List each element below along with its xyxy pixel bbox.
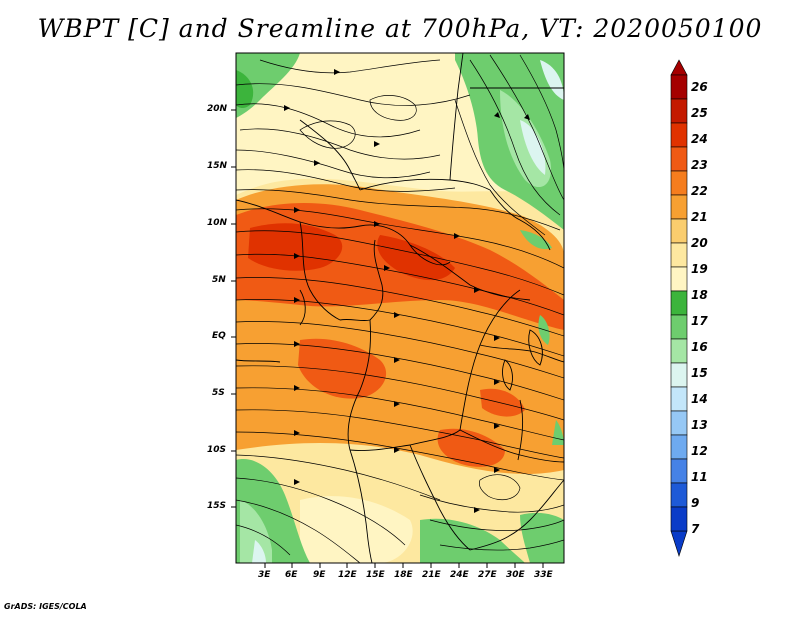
colorbar-bin [670, 338, 688, 364]
country-borders [236, 53, 564, 563]
colorbar-label: 15 [691, 366, 708, 380]
colorbar-bin [670, 410, 688, 436]
grads-credit: GrADS: IGES/COLA [4, 602, 87, 611]
colorbar-label: 12 [691, 444, 708, 458]
lon-label: 30E [506, 570, 525, 580]
colorbar-label: 18 [691, 288, 708, 302]
colorbar-label: 24 [691, 132, 708, 146]
lat-label: 15S [207, 501, 227, 511]
lon-label: 6E [285, 570, 298, 580]
colorbar-label: 9 [691, 496, 700, 510]
colorbar-label: 22 [691, 184, 708, 198]
axis-ticks [231, 109, 544, 568]
lon-label: 33E [534, 570, 553, 580]
colorbar-bin [670, 482, 688, 508]
lon-label: 21E [422, 570, 441, 580]
colorbar-label: 7 [691, 522, 700, 536]
colorbar-bin [670, 362, 688, 388]
colorbar-bin [670, 506, 688, 532]
colorbar-label: 19 [691, 262, 708, 276]
colorbar-label: 17 [691, 314, 708, 328]
colorbar-label: 16 [691, 340, 708, 354]
colorbar-bin [670, 218, 688, 244]
colorbar-bin [670, 74, 688, 100]
colorbar-label: 13 [691, 418, 708, 432]
lon-label: 12E [338, 570, 357, 580]
streamline-arrows [284, 69, 530, 513]
colorbar-bin [670, 170, 688, 196]
lon-label: 9E [313, 570, 326, 580]
colorbar-bin [670, 146, 688, 172]
lat-label: 20N [207, 104, 228, 114]
lon-label: 15E [366, 570, 385, 580]
lat-label: 5S [212, 388, 225, 398]
lat-label: EQ [212, 331, 226, 341]
colorbar-bottom-arrow [670, 530, 688, 557]
lon-label: 3E [258, 570, 271, 580]
colorbar-bin [670, 266, 688, 292]
colorbar-bin [670, 314, 688, 340]
colorbar-bin [670, 194, 688, 220]
map-frame [235, 52, 565, 564]
colorbar-bin [670, 458, 688, 484]
lon-label: 18E [394, 570, 413, 580]
lat-label: 5N [212, 275, 226, 285]
colorbar-bin [670, 386, 688, 412]
colorbar-label: 25 [691, 106, 708, 120]
colorbar-label: 11 [691, 470, 708, 484]
colorbar-label: 23 [691, 158, 708, 172]
lat-label: 10S [207, 445, 227, 455]
colorbar-label: 26 [691, 80, 708, 94]
chart-title: WBPT [C] and Sreamline at 700hPa, VT: 20… [37, 14, 763, 43]
colorbar-bin [670, 98, 688, 124]
colorbar-top-arrow [670, 59, 688, 76]
colorbar-bin [670, 242, 688, 268]
colorbar-bin [670, 434, 688, 460]
streamlines [236, 54, 564, 563]
colorbar-label: 14 [691, 392, 708, 406]
colorbar-bin [670, 122, 688, 148]
lat-label: 10N [207, 218, 228, 228]
lon-label: 24E [450, 570, 469, 580]
colorbar-label: 21 [691, 210, 708, 224]
colorbar [670, 59, 688, 557]
colorbar-bin [670, 290, 688, 316]
lon-label: 27E [478, 570, 497, 580]
wbpt-field [236, 53, 564, 563]
lat-label: 15N [207, 161, 228, 171]
colorbar-label: 20 [691, 236, 708, 250]
